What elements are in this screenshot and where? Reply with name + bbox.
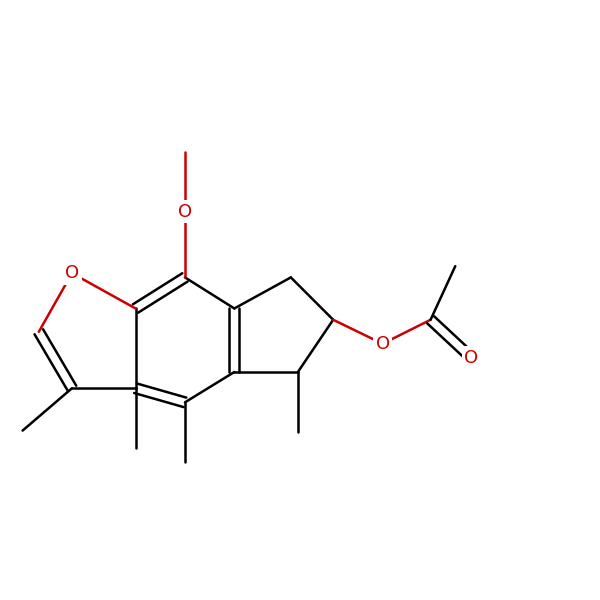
Text: O: O [178, 203, 192, 221]
Text: O: O [376, 335, 389, 353]
Text: O: O [65, 264, 79, 282]
Text: O: O [464, 349, 479, 367]
